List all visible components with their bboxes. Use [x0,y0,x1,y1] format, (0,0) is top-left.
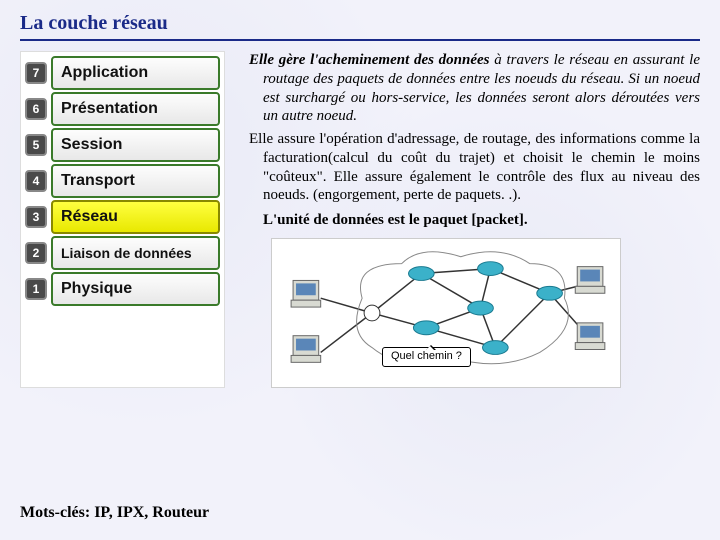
pc-icon [575,266,605,293]
layer-row: 7 Application [25,56,220,90]
diagram-question-bubble: Quel chemin ? [382,347,471,367]
pc-icon [575,323,605,350]
network-diagram: Quel chemin ? [271,238,621,388]
text-column: Elle gère l'acheminement des données à t… [235,51,700,388]
content-area: 7 Application 6 Présentation 5 Session 4… [20,51,700,388]
pc-icon [291,335,321,362]
layer-transport: Transport [51,164,220,198]
title-rule [20,39,700,41]
para1-lead: Elle gère l'acheminement des données [249,52,490,68]
layer-datalink: Liaison de données [51,236,220,270]
layer-network-highlighted: Réseau [51,200,220,234]
pc-icon [291,280,321,307]
paragraph-1: Elle gère l'acheminement des données à t… [235,51,700,126]
layer-number: 6 [25,98,47,120]
layer-number: 1 [25,278,47,300]
layer-number: 4 [25,170,47,192]
layer-presentation: Présentation [51,92,220,126]
layer-row: 1 Physique [25,272,220,306]
layer-row: 2 Liaison de données [25,236,220,270]
layer-row: 4 Transport [25,164,220,198]
layer-number: 5 [25,134,47,156]
layer-row: 5 Session [25,128,220,162]
layer-physical: Physique [51,272,220,306]
layer-application: Application [51,56,220,90]
layer-row: 3 Réseau [25,200,220,234]
layer-number: 3 [25,206,47,228]
layer-row: 6 Présentation [25,92,220,126]
layer-session: Session [51,128,220,162]
keywords-line: Mots-clés: IP, IPX, Routeur [20,504,209,522]
layer-number: 2 [25,242,47,264]
osi-layers-panel: 7 Application 6 Présentation 5 Session 4… [20,51,225,388]
unit-line: L'unité de données est le paquet [packet… [235,211,700,230]
paragraph-2: Elle assure l'opération d'adressage, de … [235,130,700,205]
layer-number: 7 [25,62,47,84]
page-title: La couche réseau [20,12,700,35]
